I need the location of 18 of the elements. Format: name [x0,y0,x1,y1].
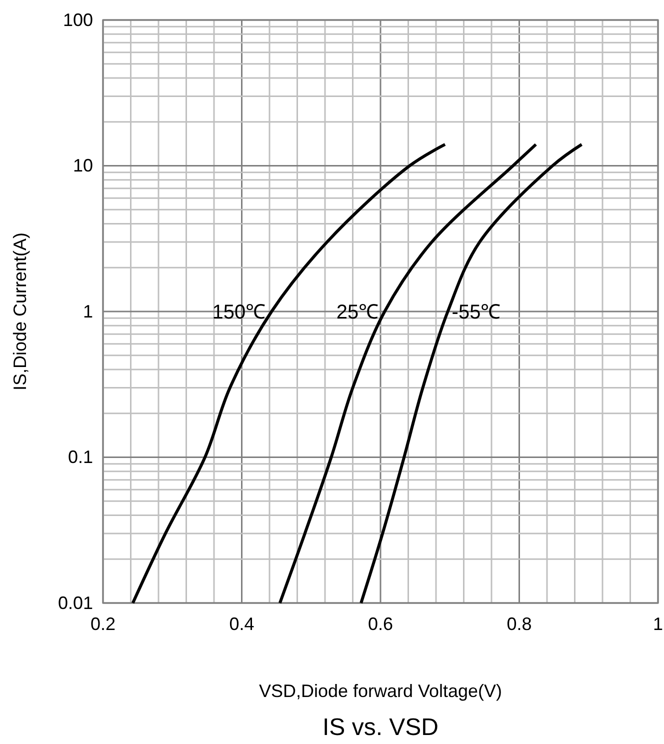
line-series [131,142,447,604]
x-tick-label: 1 [652,614,664,634]
series-label: 150℃ [212,302,266,324]
x-axis-title: VSD,Diode forward Voltage(V) [258,681,502,701]
series-label: 25℃ [336,302,379,324]
text: IS vs. VSD [322,714,439,741]
y-axis-title: IS,Diode Current(A) [10,232,30,391]
y-tick-label: 10 [72,156,93,176]
line-series [278,142,538,604]
x-tick-label: 0.2 [90,614,116,634]
x-tick-label: 0.8 [506,614,532,634]
y-tick-label: 0.01 [58,592,93,613]
x-tick-label: 0.6 [368,614,394,634]
y-tick-label: 0.1 [68,447,93,468]
x-tick-label: 0.4 [229,614,254,634]
y-tick-label: 1 [82,301,93,322]
series-label: -55℃ [452,302,501,324]
y-tick-label: 100 [62,10,93,30]
